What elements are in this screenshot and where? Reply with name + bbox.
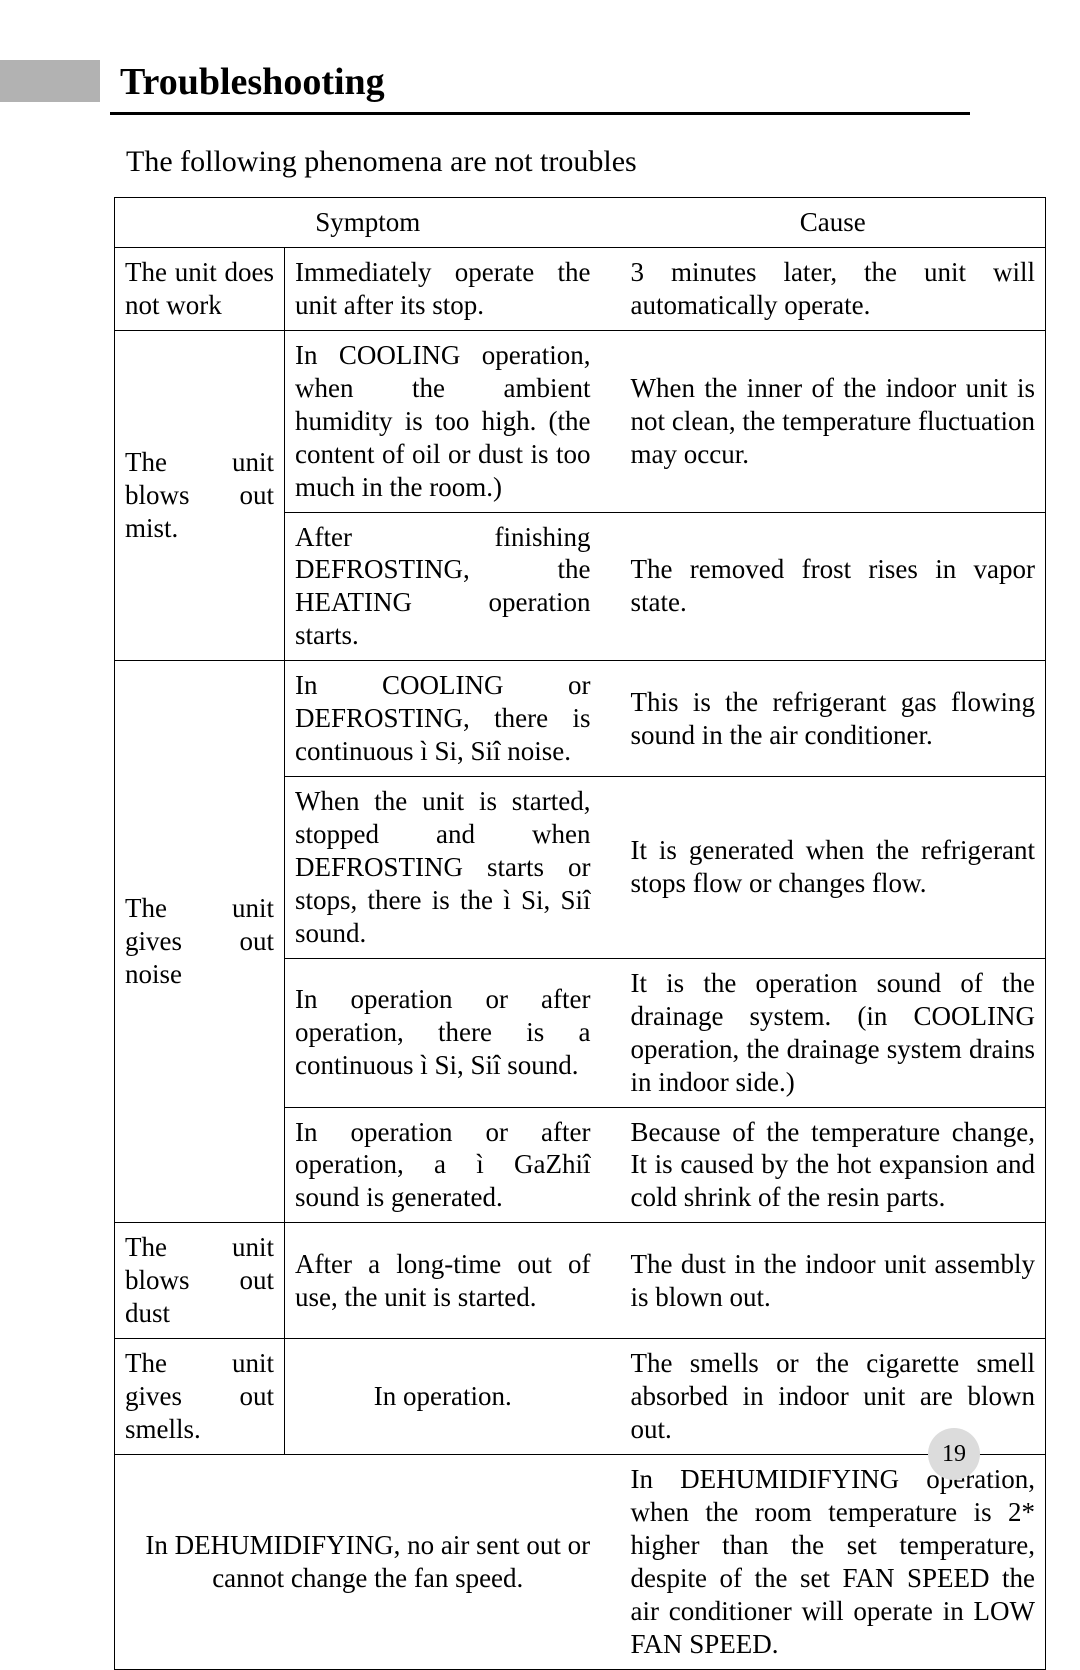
cause-cell: It is generated when the refrigerant sto…: [621, 777, 1046, 959]
cause-cell-wide: In DEHUMIDIFYING operation, when the roo…: [621, 1454, 1046, 1669]
page: Troubleshooting The following phenomena …: [0, 0, 1080, 1535]
gutter: [601, 661, 621, 777]
header-symptom: Symptom: [115, 198, 621, 248]
title-rule: [110, 112, 970, 115]
section-tab: [0, 60, 100, 102]
cause-cell: When the inner of the indoor unit is not…: [621, 330, 1046, 512]
symptom-group: The unit does not work: [115, 247, 285, 330]
symptom-cell: In operation.: [285, 1339, 601, 1455]
symptom-cell-wide: In DEHUMIDIFYING, no air sent out or can…: [115, 1454, 621, 1669]
symptom-cell: After a long-time out of use, the unit i…: [285, 1223, 601, 1339]
page-number: 19: [942, 1441, 966, 1468]
gutter: [601, 1107, 621, 1223]
cause-cell: The smells or the cigarette smell absorb…: [621, 1339, 1046, 1455]
table-row: In DEHUMIDIFYING, no air sent out or can…: [115, 1454, 1046, 1669]
troubleshooting-table-wrap: Symptom Cause The unit does not work Imm…: [114, 197, 966, 1670]
symptom-group: The unit gives out noise: [115, 661, 285, 1223]
gutter: [601, 958, 621, 1107]
symptom-cell: After finishing DEFROSTING, the HEATING …: [285, 512, 601, 661]
table-row: The unit gives out noise In COOLING or D…: [115, 661, 1046, 777]
page-subtitle: The following phenomena are not troubles: [126, 145, 970, 179]
table-row: The unit blows out dust After a long-tim…: [115, 1223, 1046, 1339]
table-row: The unit does not work Immediately opera…: [115, 247, 1046, 330]
gutter: [601, 1223, 621, 1339]
page-number-badge: 19: [928, 1428, 980, 1480]
gutter: [601, 330, 621, 512]
symptom-cell: In COOLING or DEFROSTING, there is conti…: [285, 661, 601, 777]
symptom-group: The unit blows out mist.: [115, 330, 285, 660]
gutter: [601, 1339, 621, 1455]
cause-cell: 3 minutes later, the unit will automatic…: [621, 247, 1046, 330]
symptom-group: The unit gives out smells.: [115, 1339, 285, 1455]
cause-cell: The removed frost rises in vapor state.: [621, 512, 1046, 661]
header-cause: Cause: [621, 198, 1046, 248]
table-header-row: Symptom Cause: [115, 198, 1046, 248]
cause-cell: Because of the temperature change, It is…: [621, 1107, 1046, 1223]
symptom-cell: Immediately operate the unit after its s…: [285, 247, 601, 330]
symptom-cell: In operation or after operation, there i…: [285, 958, 601, 1107]
gutter: [601, 512, 621, 661]
table-row: The unit blows out mist. In COOLING oper…: [115, 330, 1046, 512]
gutter: [601, 777, 621, 959]
cause-cell: This is the refrigerant gas flowing soun…: [621, 661, 1046, 777]
gutter: [601, 247, 621, 330]
troubleshooting-table: Symptom Cause The unit does not work Imm…: [114, 197, 1046, 1670]
symptom-cell: In operation or after operation, a ì GaZ…: [285, 1107, 601, 1223]
symptom-cell: In COOLING operation, when the ambient h…: [285, 330, 601, 512]
table-row: The unit gives out smells. In operation.…: [115, 1339, 1046, 1455]
page-title: Troubleshooting: [120, 60, 970, 110]
symptom-group: The unit blows out dust: [115, 1223, 285, 1339]
cause-cell: The dust in the indoor unit assembly is …: [621, 1223, 1046, 1339]
symptom-cell: When the unit is started, stopped and wh…: [285, 777, 601, 959]
cause-cell: It is the operation sound of the drainag…: [621, 958, 1046, 1107]
